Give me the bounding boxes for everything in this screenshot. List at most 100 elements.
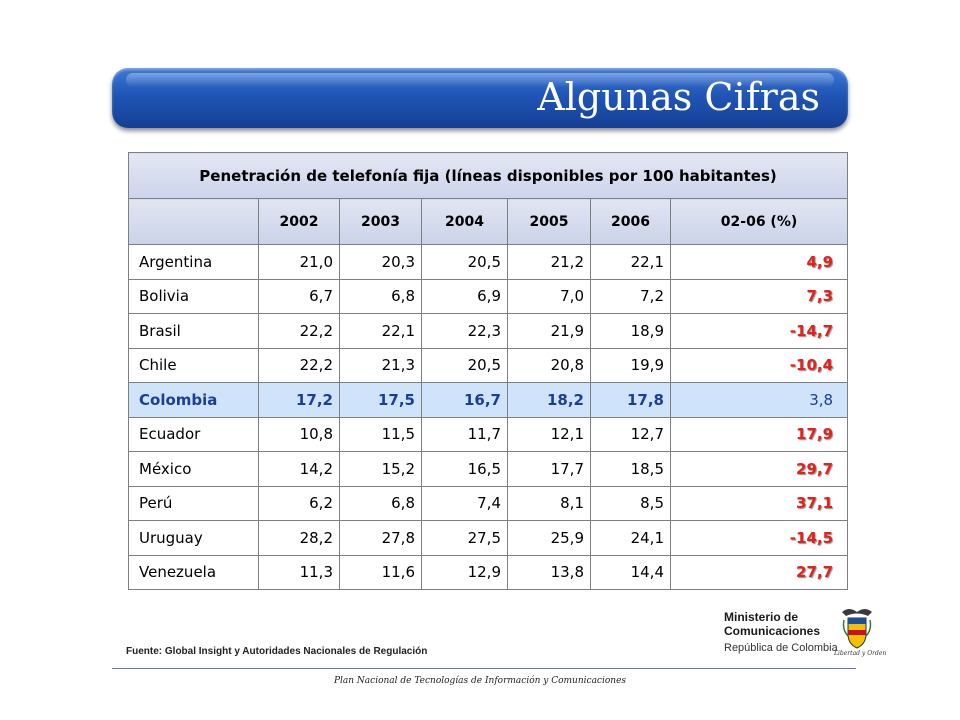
value-cell: 20,3: [339, 244, 422, 280]
value-cell: 20,5: [421, 347, 508, 383]
value-cell: 7,4: [421, 485, 508, 521]
value-cell: 19,9: [590, 347, 671, 383]
value-cell: 18,9: [590, 313, 671, 349]
value-cell: 21,3: [339, 347, 422, 383]
header-2004: 2004: [421, 198, 508, 245]
table-caption: Penetración de telefonía fija (líneas di…: [127, 152, 849, 199]
table-row: Uruguay 28,2 27,8 27,5 25,9 24,1 -14,5: [128, 520, 849, 556]
change-cell: 37,1: [669, 485, 849, 521]
value-cell: 8,5: [590, 485, 671, 521]
header-change: 02-06 (%): [669, 198, 849, 245]
country-cell: Bolivia: [128, 278, 259, 314]
country-cell: México: [128, 451, 259, 487]
country-cell: Brasil: [128, 313, 259, 349]
header-2006: 2006: [590, 198, 671, 245]
value-cell: 25,9: [507, 520, 591, 556]
logo-line-comunicaciones: Comunicaciones: [724, 624, 821, 638]
value-cell: 21,9: [507, 313, 591, 349]
value-cell: 6,9: [421, 278, 508, 314]
table-caption-row: Penetración de telefonía fija (líneas di…: [127, 152, 849, 199]
value-cell: 13,8: [507, 554, 591, 590]
banner-shine: [126, 73, 834, 87]
logo-motto: Libertad y Orden: [834, 650, 887, 657]
value-cell: 28,2: [258, 520, 340, 556]
value-cell: 24,1: [590, 520, 671, 556]
value-cell: 16,7: [421, 382, 508, 418]
value-cell: 22,2: [258, 313, 340, 349]
logo-line-ministerio: Ministerio de: [724, 610, 799, 624]
change-cell: 3,8: [669, 382, 849, 418]
value-cell: 18,5: [590, 451, 671, 487]
footer-text: Plan Nacional de Tecnologías de Informac…: [333, 676, 627, 686]
value-cell: 18,2: [507, 382, 591, 418]
table-row: Perú 6,2 6,8 7,4 8,1 8,5 37,1: [128, 485, 849, 521]
country-cell: Perú: [128, 485, 259, 521]
header-corner: [128, 198, 259, 245]
value-cell: 22,2: [258, 347, 340, 383]
slide-title: Algunas Cifras: [537, 75, 820, 119]
header-2003: 2003: [339, 198, 422, 245]
value-cell: 6,8: [339, 485, 422, 521]
ministry-logo: Ministerio de Comunicaciones República d…: [718, 604, 886, 664]
table-row: Ecuador 10,8 11,5 11,7 12,1 12,7 17,9: [128, 416, 849, 452]
table-row: Bolivia 6,7 6,8 6,9 7,0 7,2 7,3: [128, 278, 849, 314]
change-cell: 7,3: [669, 278, 849, 314]
value-cell: 17,7: [507, 451, 591, 487]
value-cell: 21,2: [507, 244, 591, 280]
value-cell: 17,2: [258, 382, 340, 418]
value-cell: 11,3: [258, 554, 340, 590]
change-cell: -10,4: [669, 347, 849, 383]
value-cell: 7,2: [590, 278, 671, 314]
value-cell: 11,5: [339, 416, 422, 452]
logo-line-republica: República de Colombia: [724, 642, 838, 654]
change-cell: 17,9: [669, 416, 849, 452]
table-row: Brasil 22,2 22,1 22,3 21,9 18,9 -14,7: [128, 313, 849, 349]
table-row: Colombia 17,2 17,5 16,7 18,2 17,8 3,8: [128, 382, 849, 418]
value-cell: 17,8: [590, 382, 671, 418]
value-cell: 12,9: [421, 554, 508, 590]
country-cell: Venezuela: [128, 554, 259, 590]
value-cell: 7,0: [507, 278, 591, 314]
change-cell: -14,7: [669, 313, 849, 349]
footer-divider: [112, 668, 856, 669]
value-cell: 27,5: [421, 520, 508, 556]
value-cell: 12,1: [507, 416, 591, 452]
value-cell: 20,8: [507, 347, 591, 383]
header-2002: 2002: [258, 198, 340, 245]
value-cell: 12,7: [590, 416, 671, 452]
value-cell: 11,7: [421, 416, 508, 452]
value-cell: 6,7: [258, 278, 340, 314]
value-cell: 27,8: [339, 520, 422, 556]
value-cell: 20,5: [421, 244, 508, 280]
value-cell: 22,1: [339, 313, 422, 349]
value-cell: 22,1: [590, 244, 671, 280]
value-cell: 15,2: [339, 451, 422, 487]
value-cell: 6,8: [339, 278, 422, 314]
country-cell: Chile: [128, 347, 259, 383]
value-cell: 8,1: [507, 485, 591, 521]
value-cell: 14,4: [590, 554, 671, 590]
table-row: Venezuela 11,3 11,6 12,9 13,8 14,4 27,7: [128, 554, 849, 590]
change-cell: -14,5: [669, 520, 849, 556]
country-cell: Colombia: [128, 382, 259, 418]
table-row: México 14,2 15,2 16,5 17,7 18,5 29,7: [128, 451, 849, 487]
value-cell: 16,5: [421, 451, 508, 487]
country-cell: Uruguay: [128, 520, 259, 556]
country-cell: Argentina: [128, 244, 259, 280]
header-2005: 2005: [507, 198, 591, 245]
country-cell: Ecuador: [128, 416, 259, 452]
value-cell: 11,6: [339, 554, 422, 590]
value-cell: 14,2: [258, 451, 340, 487]
table-row: Chile 22,2 21,3 20,5 20,8 19,9 -10,4: [128, 347, 849, 383]
title-banner: Algunas Cifras: [112, 68, 848, 128]
value-cell: 21,0: [258, 244, 340, 280]
value-cell: 17,5: [339, 382, 422, 418]
value-cell: 6,2: [258, 485, 340, 521]
value-cell: 10,8: [258, 416, 340, 452]
telephony-table: Penetración de telefonía fija (líneas di…: [127, 152, 849, 590]
change-cell: 27,7: [669, 554, 849, 590]
coat-of-arms-icon: [842, 609, 872, 649]
change-cell: 29,7: [669, 451, 849, 487]
source-note: Fuente: Global Insight y Autoridades Nac…: [126, 646, 428, 657]
change-cell: 4,9: [669, 244, 849, 280]
